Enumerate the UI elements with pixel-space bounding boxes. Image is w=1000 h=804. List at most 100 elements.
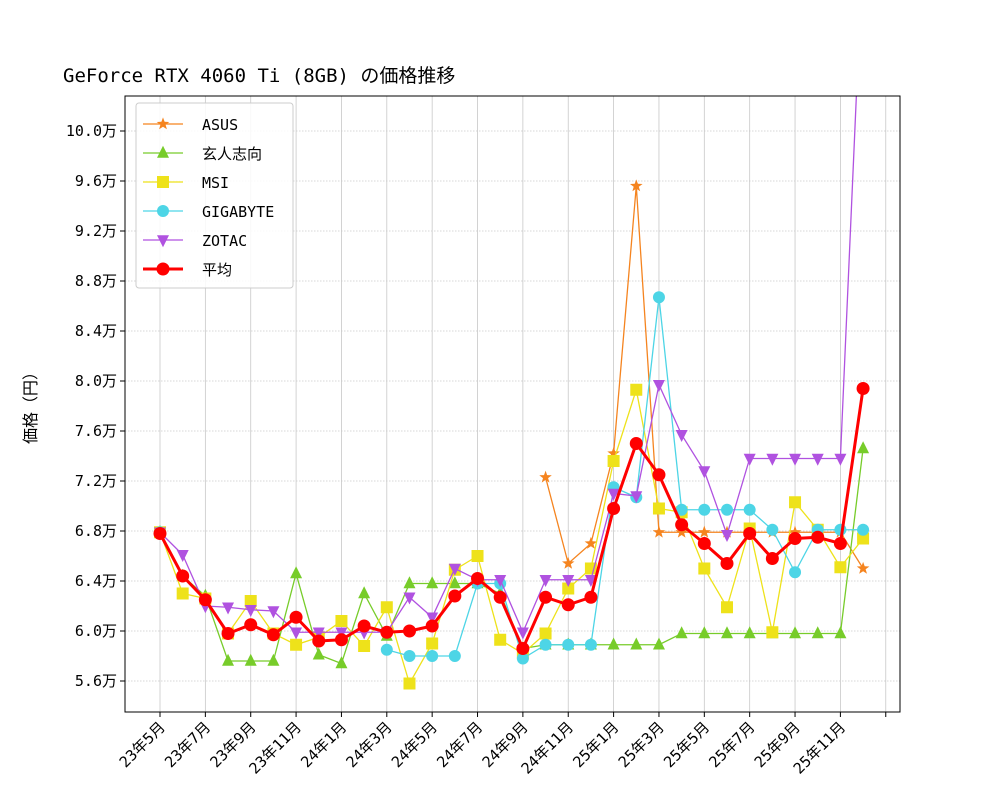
data-point [675,429,688,442]
data-point [176,569,190,583]
data-point [176,587,189,600]
x-tick-label: 24年7月 [433,718,486,771]
data-point [789,626,802,639]
data-point [516,652,529,665]
data-point [198,593,212,607]
data-point [471,572,485,585]
data-point [721,529,733,542]
data-point [584,536,598,549]
data-point [425,619,439,633]
data-point [721,601,733,614]
data-point [403,592,416,605]
data-point [697,537,711,550]
data-point [811,453,824,466]
y-tick-label: 10.0万 [66,122,117,140]
data-point [698,525,711,538]
data-point [244,653,257,666]
data-point [562,556,575,569]
data-point [834,626,847,639]
y-tick-label: 8.8万 [75,272,117,290]
data-point [380,601,393,614]
data-point [856,561,870,574]
series-平均 [153,382,870,655]
data-point [562,574,575,587]
y-tick-label: 7.6万 [75,422,117,440]
data-point [562,638,575,651]
data-point [539,638,552,651]
data-point [426,637,439,650]
data-point [380,625,394,639]
data-point [312,647,325,660]
data-point [584,638,597,651]
data-point [584,562,597,575]
data-point [494,574,507,587]
data-point [562,582,575,595]
series-GIGABYTE [154,291,870,665]
legend-marker [157,145,169,158]
data-point [403,650,416,662]
data-point [290,566,303,579]
chart-title: GeForce RTX 4060 Ti (8GB) の価格推移 [63,65,455,87]
y-tick-label: 8.0万 [75,372,117,390]
data-point [244,618,258,632]
data-point [652,502,665,515]
data-point [176,549,189,562]
x-tick-label: 24年1月 [297,718,350,771]
data-point [652,468,666,482]
y-tick-label: 9.6万 [75,172,117,190]
data-point [720,557,734,570]
data-point [743,527,757,540]
x-tick-label: 23年7月 [161,718,214,771]
legend: ASUS 玄人志向 MSI GIGABYTE ZOTAC 平均 [135,102,294,289]
data-point [698,562,711,575]
data-point [788,532,802,545]
legend-marker [156,262,170,276]
legend-label: GIGABYTE [202,203,274,221]
y-axis-label: 価格（円） [21,364,40,444]
data-point [426,576,439,589]
data-point [267,653,280,666]
data-point [584,574,597,587]
data-point [675,503,688,516]
y-tick-label: 5.6万 [75,672,117,690]
data-point [856,382,870,395]
data-point [403,576,416,589]
data-point [334,633,348,647]
data-point [811,626,824,639]
data-point [675,525,688,538]
data-point [811,530,825,544]
data-point [222,602,235,615]
data-point [766,453,779,466]
y-tick-label: 6.8万 [75,522,117,540]
data-point [833,537,847,550]
data-point [765,552,779,565]
data-point [652,291,665,304]
data-point [607,488,620,501]
data-point [312,634,326,648]
data-point [471,550,484,562]
data-point [312,627,325,640]
legend-label: 玄人志向 [202,145,262,163]
data-point [789,453,802,466]
data-point [607,637,620,650]
x-tick-label: 23年5月 [116,718,169,771]
y-tick-label: 8.4万 [75,322,117,340]
data-point [584,590,598,604]
series-line [159,96,858,634]
data-point [766,626,779,639]
y-tick-label: 7.2万 [75,472,117,490]
y-tick-label: 6.0万 [75,622,117,640]
series-layer [153,96,870,690]
legend-box [135,102,294,289]
data-point [266,628,280,642]
data-point [630,179,643,192]
series-玄人志向 [154,441,870,669]
data-point [539,470,552,483]
data-point [357,619,371,633]
data-point [834,453,847,466]
data-point [358,640,371,652]
data-point [494,633,507,646]
data-point [857,532,870,545]
